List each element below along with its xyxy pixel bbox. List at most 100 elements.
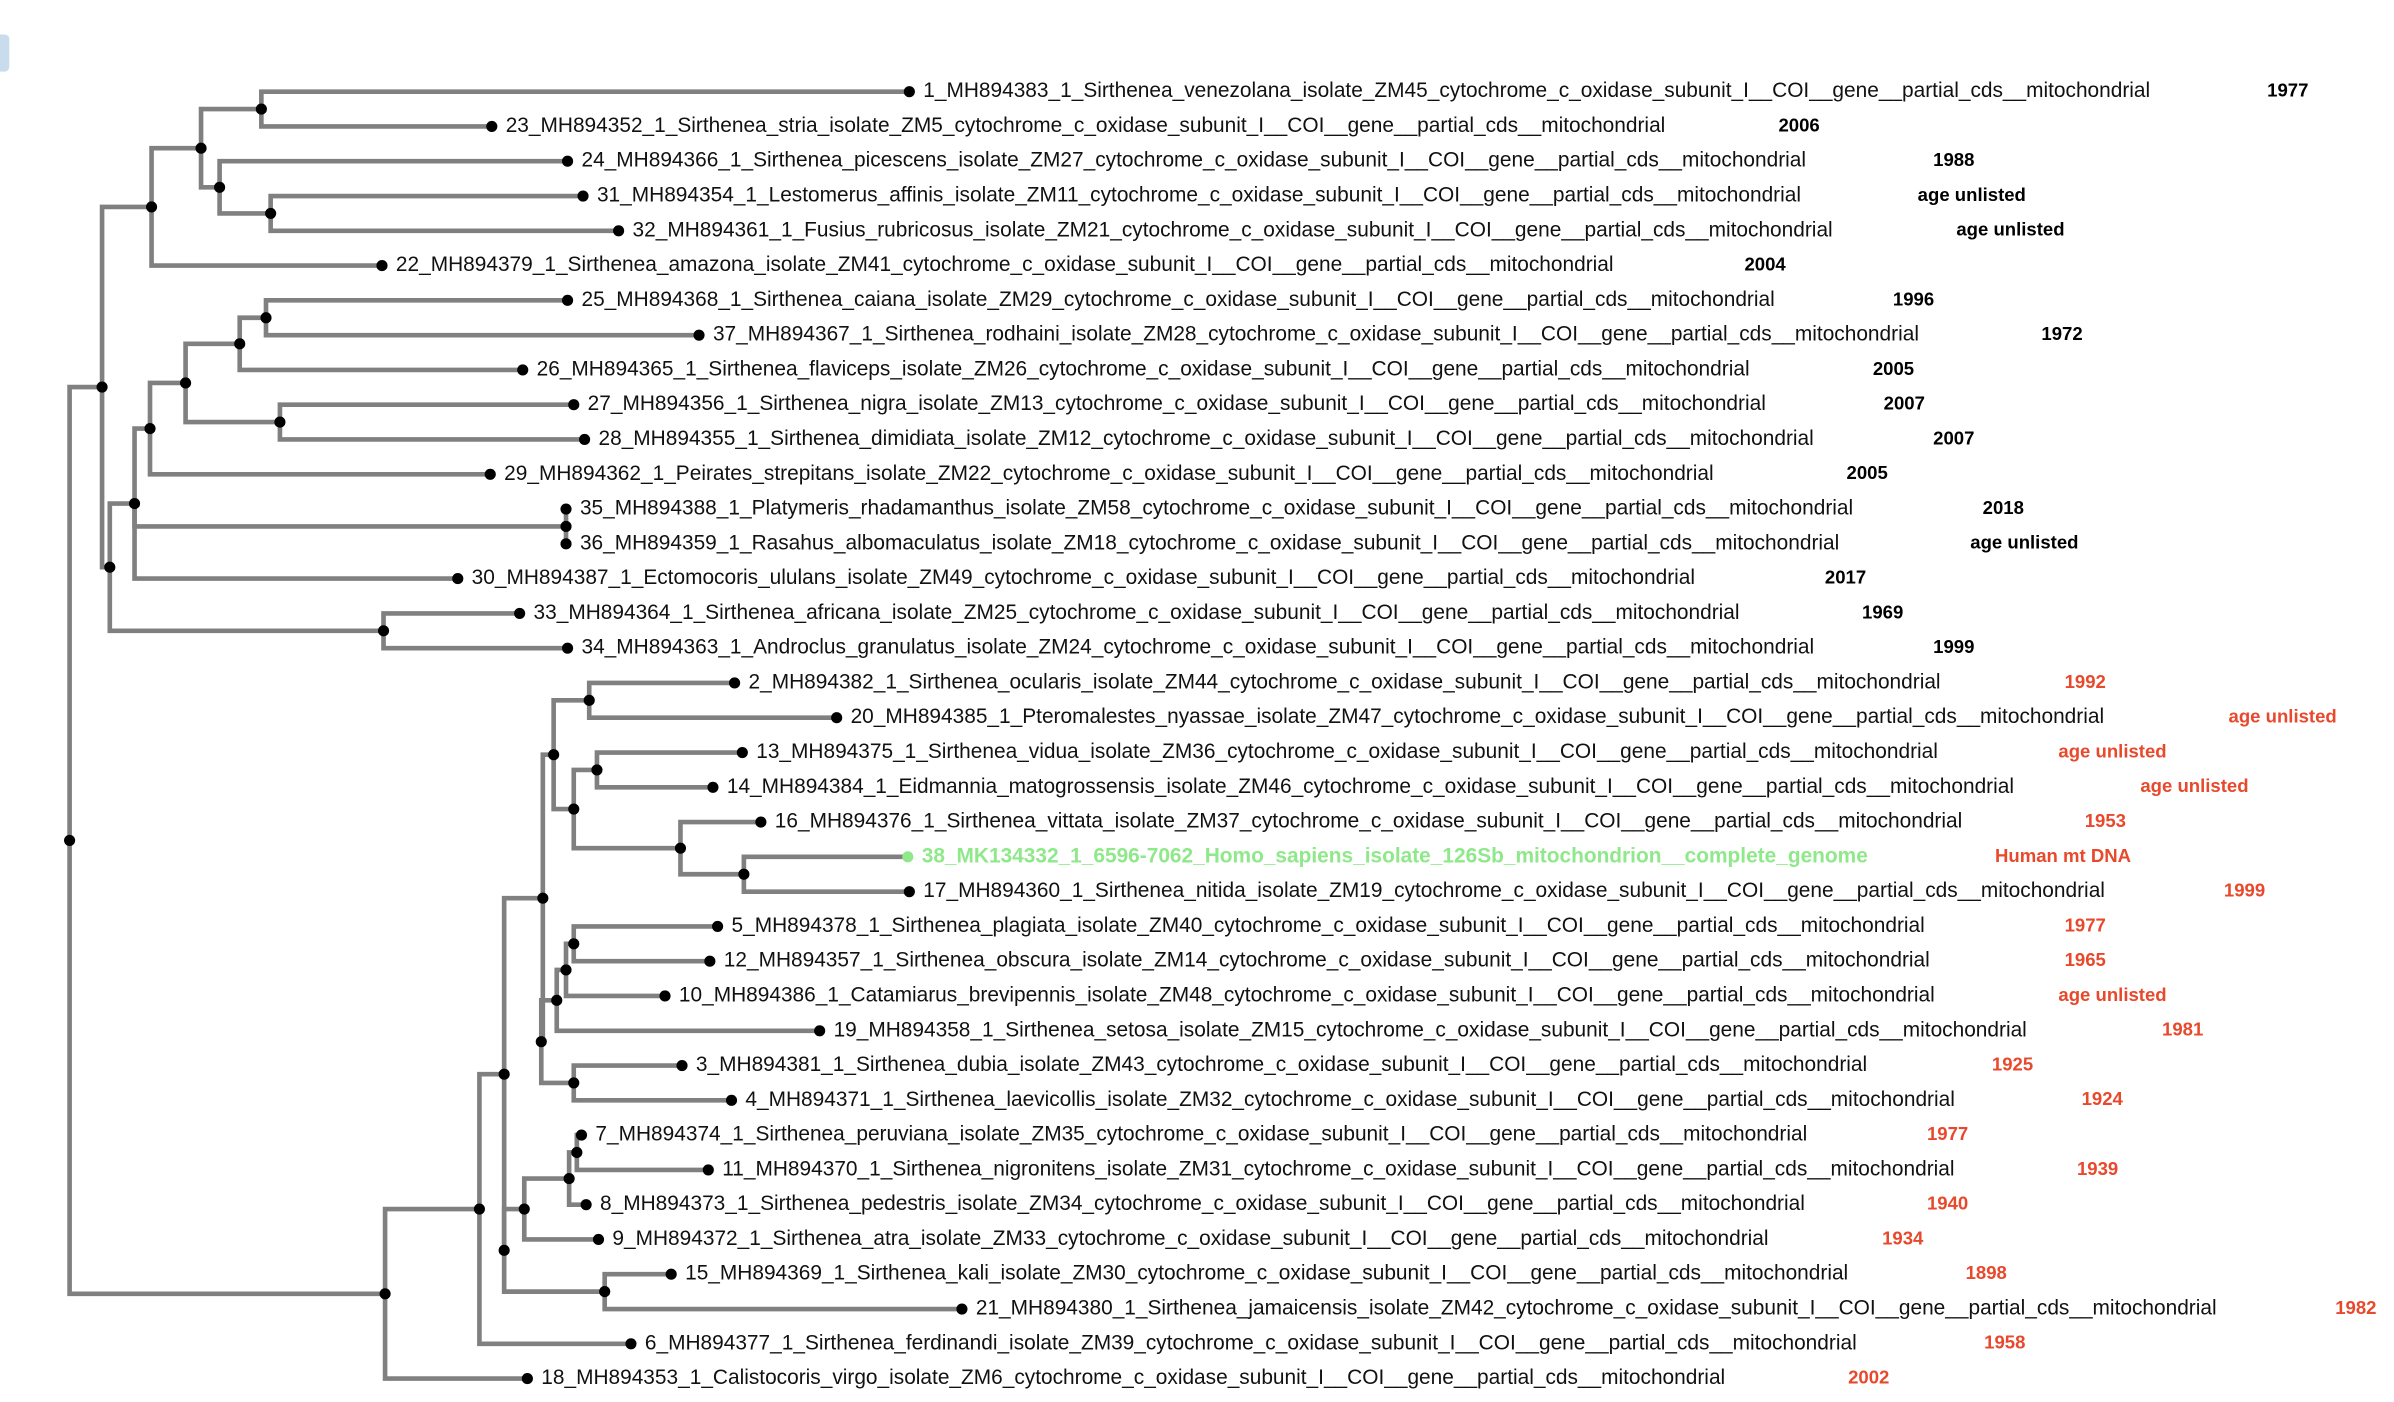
leaf-note: 1953 [2085, 810, 2126, 831]
leaf-note: 1999 [1933, 636, 1974, 657]
leaf-note: 2017 [1825, 567, 1866, 588]
leaf-note: 1981 [2162, 1019, 2203, 1040]
leaf-label: 10_MH894386_1_Catamiarus_brevipennis_iso… [679, 983, 1935, 1006]
branch [521, 1176, 570, 1210]
leaf-note: 1972 [2041, 323, 2082, 344]
tip-dot [659, 990, 671, 1002]
branch [540, 898, 546, 1044]
leaf-label: 1_MH894383_1_Sirthenea_venezolana_isolat… [923, 79, 2150, 102]
leaf-note: 1969 [1862, 601, 1903, 622]
branch [268, 193, 584, 214]
tip-dot [562, 642, 574, 654]
node-dot [563, 1173, 575, 1185]
branch [259, 109, 492, 129]
tip-dot [517, 364, 529, 376]
node-dot [591, 764, 603, 776]
tip-dot [562, 294, 574, 306]
tip-dot [676, 1059, 688, 1072]
branch [501, 1250, 605, 1294]
leaf-note: 2002 [1848, 1366, 1889, 1387]
node-dot [377, 625, 390, 637]
node-dot [96, 381, 108, 393]
branch [586, 700, 837, 721]
tip-dot [736, 746, 748, 759]
leaf-label: 23_MH894352_1_Sirthenea_stria_isolate_ZM… [506, 114, 1666, 137]
branch [132, 503, 567, 529]
node-dot [214, 181, 226, 193]
leaf-label: 9_MH894372_1_Sirthenea_atra_isolate_ZM33… [612, 1227, 1768, 1250]
leaf-note: 2004 [1744, 253, 1786, 274]
node-dot [560, 520, 572, 533]
leaf-note: 1996 [1893, 288, 1934, 309]
leaf-note: 1988 [1933, 149, 1974, 170]
leaf-note: 2006 [1778, 114, 1819, 135]
branch [149, 206, 382, 268]
branch [268, 213, 619, 234]
node-dot [571, 1146, 583, 1159]
node-dot [674, 842, 687, 854]
branch [99, 204, 152, 388]
leaf-label: 4_MH894371_1_Sirthenea_laevicollis_isola… [745, 1088, 1954, 1111]
tip-dot [521, 1373, 533, 1385]
leaf-label: 33_MH894364_1_Sirthenea_africana_isolate… [534, 601, 1740, 624]
leaf-label: 18_MH894353_1_Calistocoris_virgo_isolate… [541, 1366, 1725, 1389]
branch [571, 767, 597, 810]
leaf-note: 1940 [1927, 1193, 1968, 1214]
branch [602, 1291, 962, 1312]
branch [571, 1082, 732, 1103]
leaf-label: 5_MH894378_1_Sirthenea_plagiata_isolate_… [731, 914, 1924, 937]
branch [149, 145, 202, 207]
leaf-label: 24_MH894366_1_Sirthenea_picescens_isolat… [581, 149, 1806, 172]
node-dot [144, 423, 156, 435]
leaf-note: 1999 [2224, 880, 2265, 901]
node-dot [738, 868, 750, 880]
node-dot [128, 498, 141, 510]
branch [678, 819, 761, 849]
node-dot [498, 1244, 510, 1256]
tip-dot [580, 1199, 592, 1211]
leaf-label: 34_MH894363_1_Androclus_granulatus_isola… [581, 636, 1814, 659]
branch [477, 1209, 631, 1347]
leaf-label: 28_MH894355_1_Sirthenea_dimidiata_isolat… [599, 427, 1814, 450]
branch [477, 1071, 505, 1210]
node-dot [265, 207, 277, 219]
leaf-note: 1924 [2082, 1088, 2124, 1109]
tip-dot [579, 433, 591, 446]
leaf-label: 36_MH894359_1_Rasahus_albomaculatus_isol… [580, 531, 1839, 554]
node-dot [195, 142, 207, 154]
tip-dot [755, 816, 767, 828]
branch [551, 698, 590, 755]
leaf-note: 1939 [2077, 1158, 2118, 1179]
leaf-label: 17_MH894360_1_Sirthenea_nitida_isolate_Z… [923, 879, 2105, 902]
leaf-note: 1925 [1992, 1053, 2033, 1074]
node-dot [180, 377, 192, 389]
branch [147, 428, 491, 477]
leaf-label: 20_MH894385_1_Pteromalestes_nyassae_isol… [851, 705, 2105, 728]
branch [741, 874, 910, 894]
tip-dot [814, 1025, 826, 1037]
branch [259, 89, 910, 110]
leaf-label: 8_MH894373_1_Sirthenea_pedestris_isolate… [600, 1192, 1805, 1215]
branch [571, 943, 710, 964]
tip-dot [568, 399, 580, 411]
leaf-label: 37_MH894367_1_Sirthenea_rodhaini_isolate… [713, 323, 1919, 346]
node-dot [537, 892, 549, 904]
leaf-note: age unlisted [2140, 775, 2248, 796]
branch [501, 895, 543, 1075]
branch [263, 317, 700, 338]
node-dot [104, 561, 116, 573]
tip-dot [575, 1129, 588, 1141]
branch [566, 1178, 587, 1207]
leaf-label: 16_MH894376_1_Sirthenea_vittata_isolate_… [775, 810, 1962, 833]
branch [183, 341, 240, 383]
leaf-note: 1977 [2267, 80, 2308, 101]
branch [538, 1041, 574, 1086]
leaf-note: 2007 [1884, 393, 1925, 414]
branch [501, 1206, 525, 1251]
leaf-label: 31_MH894354_1_Lestomerus_affinis_isolate… [597, 184, 1801, 207]
leaf-label: 3_MH894381_1_Sirthenea_dubia_isolate_ZM4… [696, 1053, 1867, 1076]
tip-dot [560, 538, 572, 550]
node-dot [535, 1036, 547, 1048]
branch [381, 630, 568, 651]
